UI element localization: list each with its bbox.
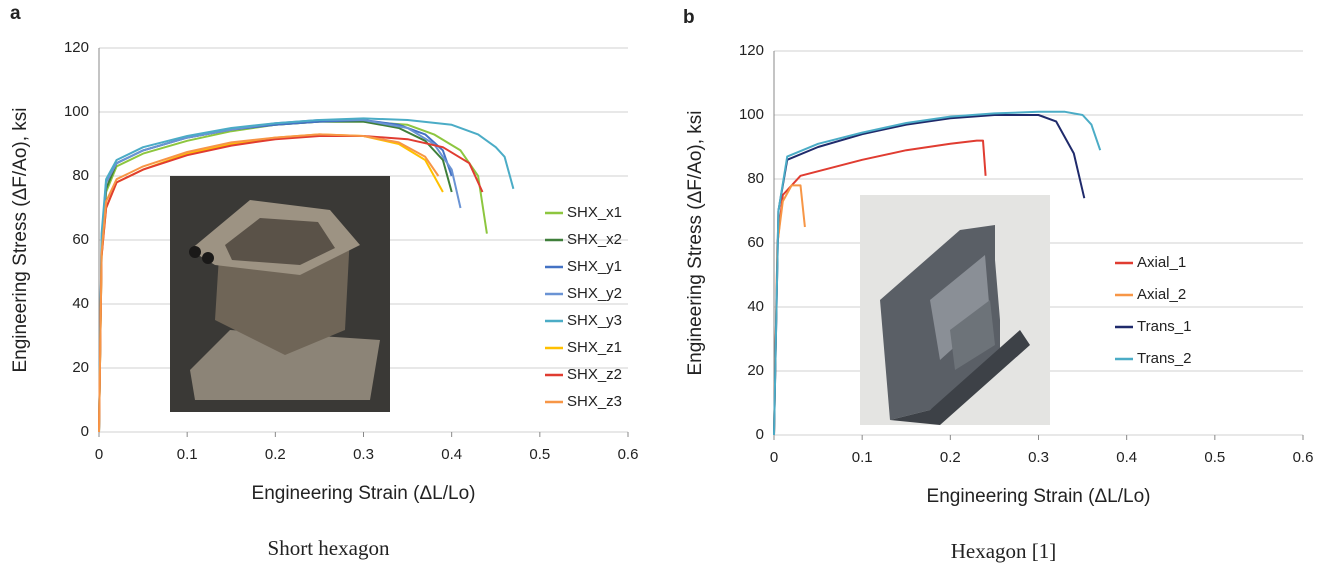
x-tick-label: 0.5 — [1204, 449, 1225, 466]
y-tick-label: 40 — [72, 295, 89, 312]
legend-label: SHX_y3 — [567, 312, 622, 329]
x-tick-label: 0 — [95, 446, 103, 463]
panel-label: b — [683, 7, 695, 28]
x-axis-title: Engineering Strain (ΔL/Lo) — [927, 486, 1151, 507]
panel-label: a — [10, 3, 21, 24]
x-tick-label: 0.1 — [852, 449, 873, 466]
series-line — [773, 110, 1102, 436]
y-tick-label: 100 — [739, 106, 764, 123]
caption: Short hexagon — [268, 536, 390, 560]
series-line — [98, 135, 484, 433]
y-tick-label: 40 — [747, 298, 764, 315]
y-tick-label: 120 — [739, 42, 764, 59]
x-tick-label: 0.2 — [940, 449, 961, 466]
y-tick-label: 120 — [64, 39, 89, 56]
y-tick-label: 20 — [747, 362, 764, 379]
x-tick-label: 0.1 — [177, 446, 198, 463]
x-tick-label: 0.3 — [1028, 449, 1049, 466]
legend-label: SHX_y1 — [567, 258, 622, 275]
x-tick-label: 0.3 — [353, 446, 374, 463]
legend-label: SHX_y2 — [567, 285, 622, 302]
y-tick-label: 100 — [64, 103, 89, 120]
legend-label: Trans_2 — [1137, 350, 1191, 367]
y-axis-title: Engineering Stress (ΔF/Ao), ksi — [10, 107, 31, 372]
y-tick-label: 60 — [747, 234, 764, 251]
series-line — [98, 117, 515, 433]
legend-label: Axial_2 — [1137, 286, 1186, 303]
legend-label: SHX_x2 — [567, 231, 622, 248]
legend-label: SHX_x1 — [567, 204, 622, 221]
x-tick-label: 0.6 — [1293, 449, 1314, 466]
specimen-photo — [170, 176, 390, 412]
y-tick-label: 20 — [72, 359, 89, 376]
series-line — [98, 133, 440, 433]
legend-label: SHX_z3 — [567, 393, 622, 410]
x-tick-label: 0.4 — [1116, 449, 1137, 466]
x-tick-label: 0.5 — [529, 446, 550, 463]
y-axis-title: Engineering Stress (ΔF/Ao), ksi — [685, 110, 706, 375]
legend-label: Axial_1 — [1137, 254, 1186, 271]
legend-label: SHX_z1 — [567, 339, 622, 356]
caption: Hexagon [1] — [951, 539, 1057, 563]
y-tick-label: 80 — [72, 167, 89, 184]
y-tick-label: 0 — [756, 426, 764, 443]
legend-label: Trans_1 — [1137, 318, 1191, 335]
x-tick-label: 0 — [770, 449, 778, 466]
x-tick-label: 0.2 — [265, 446, 286, 463]
y-tick-label: 80 — [747, 170, 764, 187]
x-tick-label: 0.4 — [441, 446, 462, 463]
y-tick-label: 60 — [72, 231, 89, 248]
x-tick-label: 0.6 — [618, 446, 639, 463]
x-axis-title: Engineering Strain (ΔL/Lo) — [252, 483, 476, 504]
specimen-photo — [860, 195, 1050, 425]
y-tick-label: 0 — [81, 423, 89, 440]
legend-label: SHX_z2 — [567, 366, 622, 383]
